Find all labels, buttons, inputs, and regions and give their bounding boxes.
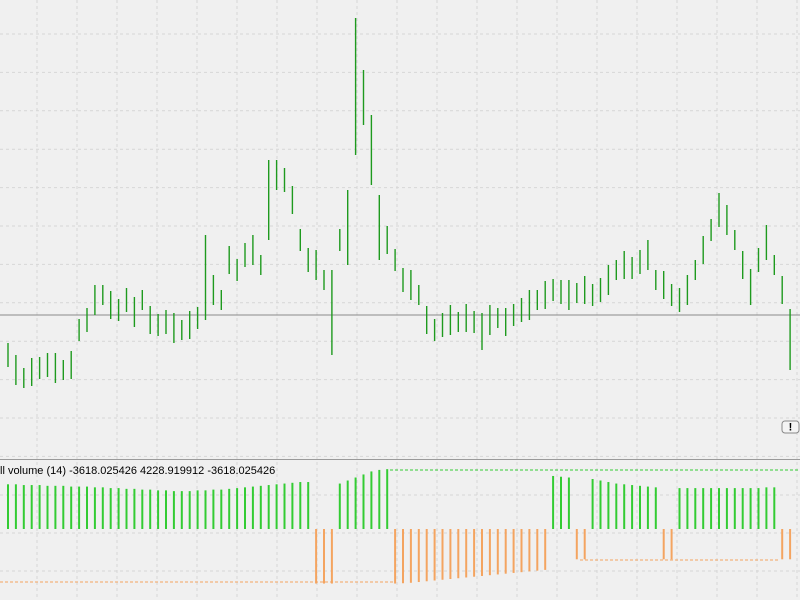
button-box[interactable]: [781, 420, 800, 434]
indicator-title: ll volume (14) -3618.025426 4228.919912 …: [0, 465, 275, 477]
marks: [0, 18, 800, 584]
alert-button[interactable]: !: [781, 420, 800, 434]
button-label[interactable]: !: [789, 421, 793, 433]
